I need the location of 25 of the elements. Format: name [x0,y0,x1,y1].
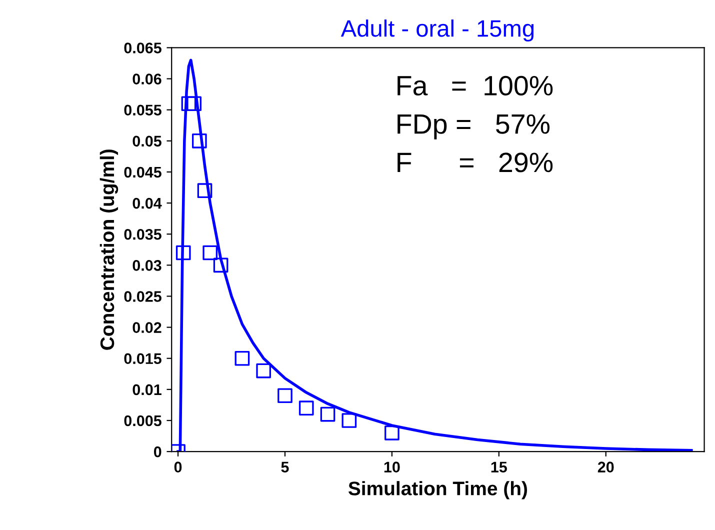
x-tick-label: 0 [174,462,182,473]
y-tick-label: 0.06 [132,74,162,84]
y-tick-label: 0.03 [132,260,162,271]
y-tick-label: 0.065 [124,42,162,54]
y-tick-label: 0.015 [124,353,162,364]
y-tick-label: 0.025 [124,291,162,302]
y-tick-label: 0.05 [132,136,162,147]
y-tick-label: 0.035 [124,228,162,240]
x-tick-label: 15 [491,462,507,473]
y-tick-label: 0.01 [132,384,162,396]
y-tick-label: 0.045 [124,166,162,178]
annotation: Fa = 100% [398,76,553,96]
y-tick-label: 0 [154,446,162,458]
y-tick-label: 0.055 [124,104,162,116]
y-tick-label: 0.04 [132,198,162,209]
x-axis-title: Simulation Time (h) [348,481,528,500]
y-tick-label: 0.02 [132,322,162,333]
x-tick-label: 20 [598,462,614,473]
x-tick-label: 5 [281,462,289,473]
chart-title: Adult - oral - 15mg [340,19,534,42]
x-tick-label: 10 [384,462,400,473]
y-tick-label: 0.005 [124,415,162,426]
y-axis-title: Concentration (ug/ml) [100,150,118,350]
annotation: F = 29% [398,152,553,172]
annotation: FDp = 57% [398,114,550,140]
